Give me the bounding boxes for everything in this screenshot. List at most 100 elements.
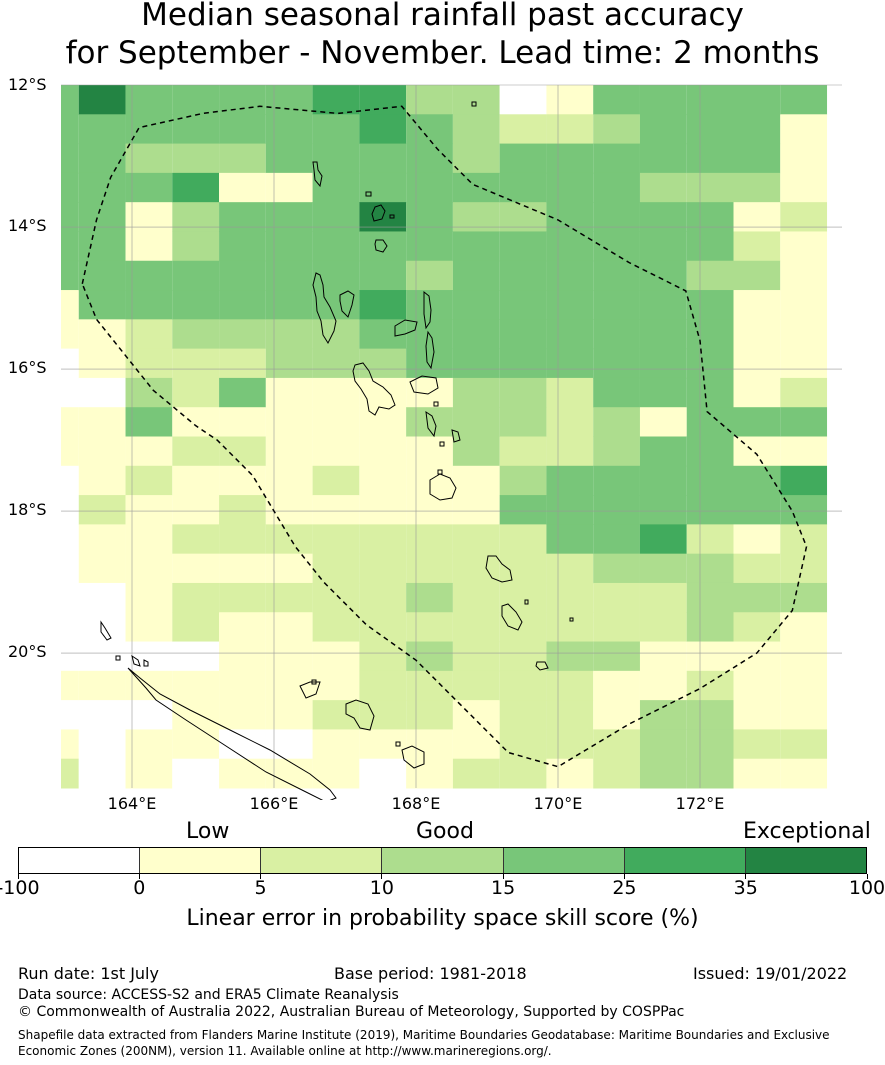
grid-cell [686, 582, 734, 613]
grid-cell [78, 172, 126, 203]
grid-cell [546, 202, 594, 232]
grid-cell [452, 407, 500, 437]
grid-cell [61, 641, 79, 672]
grid-cell [172, 436, 220, 467]
grid-cell [686, 700, 734, 730]
grid-cell [265, 114, 313, 145]
chart-title: Median seasonal rainfall past accuracy f… [0, 0, 885, 72]
grid-cell [359, 465, 407, 496]
grid-cell [780, 202, 828, 232]
grid-cell [499, 670, 547, 701]
grid-cell [265, 143, 313, 174]
grid-cell [78, 377, 126, 408]
eez-boundary [81, 105, 808, 768]
grid-cell [499, 260, 547, 291]
grid-cell [312, 524, 360, 555]
grid-cell [452, 348, 500, 379]
grid-cell [733, 641, 781, 672]
grid-cell [359, 524, 407, 555]
grid-cell [219, 612, 266, 643]
grid-cell [265, 377, 313, 408]
grid-cell [125, 612, 173, 643]
grid-cell [499, 290, 547, 320]
data-source: Data source: ACCESS-S2 and ERA5 Climate … [18, 987, 399, 1003]
grid-cell [733, 524, 781, 555]
grid-cell [499, 758, 547, 789]
grid-cell [593, 700, 640, 730]
grid-cell [406, 758, 453, 789]
grid-cell [686, 202, 734, 232]
grid-cell [686, 407, 734, 437]
colorbar-segment [140, 848, 262, 873]
grid-cell [593, 290, 640, 320]
island-espiritu-santo [312, 272, 337, 345]
grid-cell [546, 85, 594, 115]
grid-cell [219, 114, 266, 145]
grid-cell [546, 231, 594, 262]
island-tanna [501, 603, 523, 631]
copyright: © Commonwealth of Australia 2022, Austra… [18, 1004, 685, 1020]
grid-cell [359, 348, 407, 379]
category-label-exceptional: Exceptional [743, 819, 871, 844]
grid-cell [546, 114, 594, 145]
grid-cell [546, 641, 594, 672]
grid-cell [686, 260, 734, 291]
grid-cell [219, 641, 266, 672]
grid-cell [312, 348, 360, 379]
colorbar [18, 847, 867, 874]
grid-cell [265, 319, 313, 350]
grid-cell [733, 202, 781, 232]
grid-cell [61, 172, 79, 203]
grid-cell [61, 143, 79, 174]
grid-cell [61, 700, 79, 730]
grid-cell [312, 700, 360, 730]
grid-cell [359, 582, 407, 613]
grid-cell [686, 290, 734, 320]
rainfall-skill-map [61, 84, 842, 800]
lon-tick-label: 166°E [249, 794, 299, 813]
grid-cell [359, 377, 407, 408]
grid-cell [172, 495, 220, 525]
grid-cell [219, 348, 266, 379]
grid-cell [78, 612, 126, 643]
grid-cell [61, 524, 79, 555]
island-lifou [345, 699, 375, 731]
grid-cell [593, 143, 640, 174]
grid-cell [452, 114, 500, 145]
island-ambrym [409, 375, 439, 395]
grid-cell [406, 260, 453, 291]
grid-cell [359, 172, 407, 203]
grid-cell [219, 172, 266, 203]
grid-cell [639, 758, 687, 789]
grid-cell [546, 729, 594, 760]
grid-cell [639, 553, 687, 584]
grid-cell [359, 260, 407, 291]
grid-cell [499, 377, 547, 408]
grid-cell [125, 524, 173, 555]
grid-cell [452, 553, 500, 584]
grid-cell [61, 348, 79, 379]
grid-cell [78, 143, 126, 174]
grid-cell [406, 407, 453, 437]
colorbar-tick [623, 874, 625, 879]
grid-cell [733, 729, 781, 760]
grid-cell [172, 348, 220, 379]
grid-cell [312, 495, 360, 525]
grid-cell [452, 670, 500, 701]
grid-cell [359, 758, 407, 789]
grid-cell [639, 436, 687, 467]
grid-cell [219, 495, 266, 525]
grid-cell [172, 231, 220, 262]
grid-cell [406, 348, 453, 379]
island-outline [439, 441, 445, 447]
grid-cell [172, 407, 220, 437]
grid-cell [499, 143, 547, 174]
colorbar-tick [138, 874, 140, 879]
island-outline [143, 659, 149, 667]
island-outline [471, 101, 477, 107]
grid-cell [406, 114, 453, 145]
grid-cell [312, 407, 360, 437]
island-ambae [394, 319, 418, 337]
grid-cell [780, 348, 828, 379]
grid-cell [78, 553, 126, 584]
